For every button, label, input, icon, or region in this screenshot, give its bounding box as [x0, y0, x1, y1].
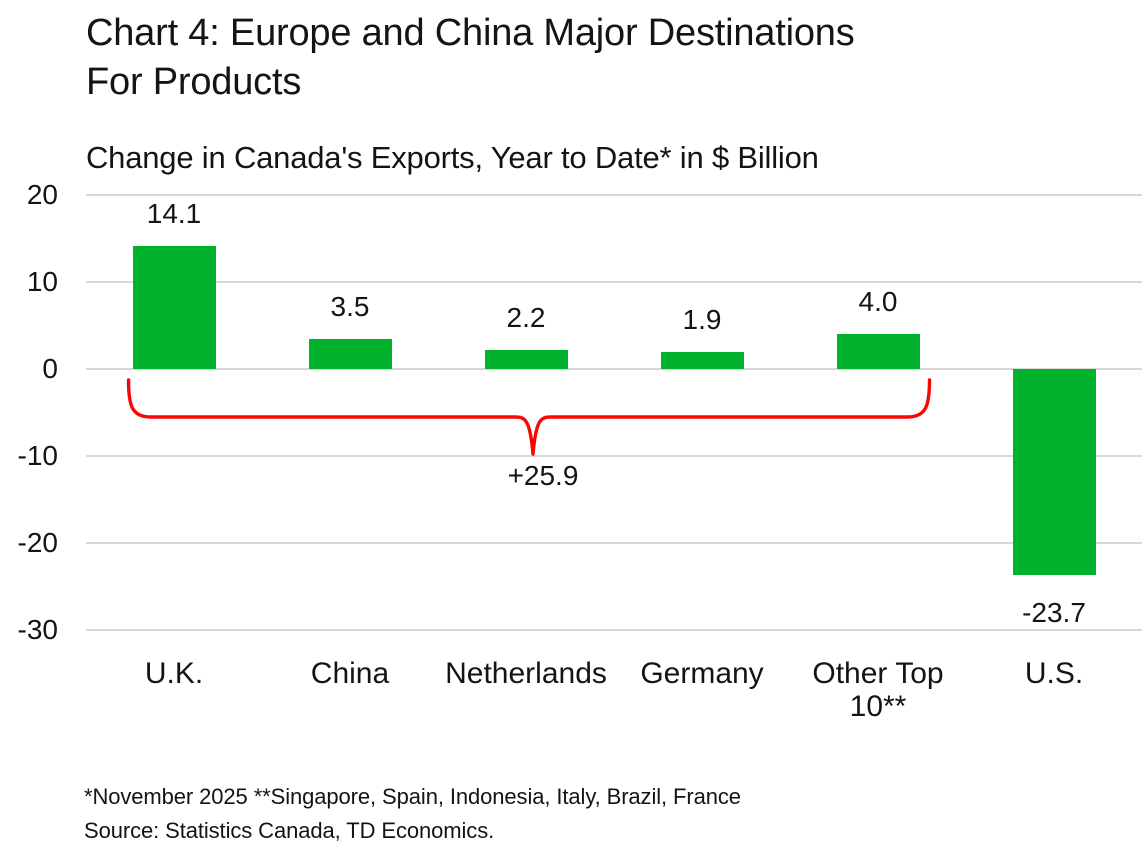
y-axis-tick-label: 0: [42, 353, 58, 384]
chart-title-line2: For Products: [86, 61, 302, 103]
bar: [660, 352, 744, 369]
bar-value-label: 3.5: [330, 290, 370, 322]
x-category-label: Netherlands: [445, 657, 607, 690]
bar-value-label: -23.7: [1022, 597, 1086, 629]
chart-title: Chart 4: Europe and China Major Destinat…: [86, 9, 855, 107]
source-text: Source: Statistics Canada, TD Economics.: [84, 818, 495, 843]
bar: [132, 246, 216, 369]
y-axis-tick-label: 20: [26, 179, 58, 210]
y-axis-tick-label: -30: [17, 614, 58, 645]
bar-value-label: 1.9: [682, 304, 722, 336]
x-category-label: U.S.: [1024, 657, 1084, 690]
gridline: [86, 455, 1142, 457]
x-category-label: U.K.: [144, 657, 204, 690]
bar: [1012, 369, 1096, 576]
bar: [308, 338, 392, 369]
gridline: [86, 542, 1142, 544]
x-category-label: Germany: [640, 657, 764, 690]
sum-brace-path: [126, 378, 932, 456]
sum-annotation-label: +25.9: [507, 460, 579, 491]
bar-value-label: 4.0: [858, 286, 898, 318]
bar: [836, 334, 920, 369]
x-category-label: Other Top 10**: [812, 657, 944, 723]
y-axis-tick-label: 10: [26, 266, 58, 297]
x-category-label: China: [310, 657, 390, 690]
y-axis-tick-label: -10: [17, 440, 58, 471]
gridline: [86, 629, 1142, 631]
bar-value-label: 2.2: [506, 301, 546, 333]
bar: [484, 349, 568, 369]
chart-subtitle: Change in Canada's Exports, Year to Date…: [86, 140, 819, 175]
gridline: [86, 281, 1142, 283]
gridline: [86, 368, 1142, 370]
y-axis-tick-label: -20: [17, 527, 58, 558]
gridline: [86, 194, 1142, 196]
footnote-text: *November 2025 **Singapore, Spain, Indon…: [84, 784, 741, 809]
chart-title-line1: Chart 4: Europe and China Major Destinat…: [86, 12, 855, 54]
bar-value-label: 14.1: [146, 198, 202, 230]
